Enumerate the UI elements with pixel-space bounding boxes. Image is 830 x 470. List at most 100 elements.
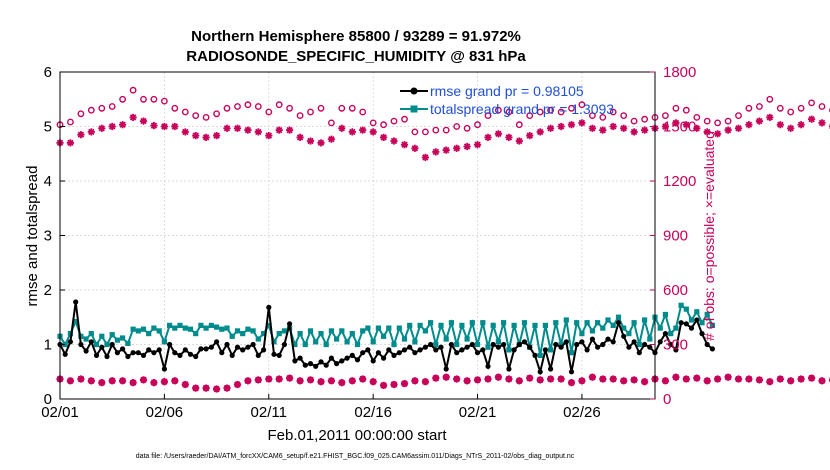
rmse-point (511, 347, 517, 353)
evaluated-obs-marker-stroke (129, 114, 137, 121)
evaluated-obs-marker (286, 126, 294, 134)
totalspread-point (521, 320, 528, 326)
rmse-point (167, 341, 173, 348)
evaluated-obs-marker-stroke (735, 125, 742, 132)
rmse-point (266, 304, 272, 310)
totalspread-point (448, 320, 454, 326)
evaluated-obs-marker-stroke (150, 122, 158, 129)
rmse-point (626, 344, 632, 350)
evaluated-obs-marker (233, 124, 242, 132)
totalspread-point (631, 320, 637, 326)
evaluated-obs-marker-stroke (317, 139, 325, 147)
evaluated-obs-low-marker (432, 374, 440, 382)
rmse-point (302, 362, 308, 368)
totalspread-point (276, 331, 282, 337)
evaluated-obs-marker-stroke (714, 130, 721, 138)
possible-obs-marker (317, 104, 325, 112)
series-layer (56, 86, 830, 393)
evaluated-obs-low-marker (380, 381, 388, 389)
rmse-point (193, 353, 199, 360)
evaluated-obs-marker (119, 121, 127, 129)
rmse-point (584, 347, 590, 353)
totalspread-point (114, 337, 120, 343)
totalspread-point (370, 339, 376, 345)
possible-obs-marker (286, 104, 293, 112)
possible-obs-marker (442, 126, 450, 134)
rmse-point (595, 344, 601, 350)
evaluated-obs-low-marker-stroke (693, 374, 700, 382)
evaluated-obs-marker (359, 126, 367, 134)
evaluated-obs-marker (338, 124, 346, 132)
x-axis-label: Feb.01,2011 00:00:00 start (267, 427, 447, 444)
rmse-point (99, 344, 105, 350)
evaluated-obs-low-marker (77, 375, 85, 383)
evaluated-obs-marker-stroke (568, 121, 575, 128)
evaluated-obs-low-marker (150, 379, 158, 387)
rmse-point (328, 355, 334, 361)
totalspread-point (140, 326, 147, 332)
evaluated-obs-marker (526, 132, 534, 140)
evaluated-obs-marker (797, 121, 805, 129)
evaluated-obs-low-marker-stroke (140, 376, 147, 384)
totalspread-point (683, 306, 689, 312)
evaluated-obs-low-marker (734, 375, 743, 383)
ticks: 02/01 02/06 02/11 02/16 02/21 02/26 0 1 2 3 4 5 6 0 30… (41, 64, 696, 421)
possible-obs-marker (703, 117, 711, 125)
evaluated-obs-marker (755, 117, 763, 125)
evaluated-obs-marker (348, 128, 356, 136)
evaluated-obs-marker (369, 128, 377, 136)
possible-obs-marker (515, 121, 523, 129)
evaluated-obs-marker-stroke (547, 125, 554, 132)
totalspread-point (187, 326, 194, 332)
evaluated-obs-low-marker-stroke (411, 377, 419, 385)
evaluated-obs-low-marker-stroke (724, 373, 732, 381)
evaluated-obs-marker-stroke (432, 148, 440, 156)
rmse-point (412, 350, 418, 356)
possible-obs-marker (682, 106, 690, 114)
rmse-point (151, 350, 157, 356)
possible-obs-marker (359, 108, 367, 116)
totalspread-point (135, 328, 141, 334)
x-tick-label: 02/16 (354, 404, 392, 421)
evaluated-obs-low-marker-stroke (275, 375, 283, 383)
totalspread-point (198, 322, 204, 328)
rmse-point (287, 321, 293, 327)
rmse-point (161, 366, 167, 372)
rmse-point (255, 352, 261, 358)
rmse-point (83, 348, 89, 354)
possible-obs-marker (67, 118, 74, 126)
evaluated-obs-low-marker-stroke (161, 378, 168, 385)
evaluated-obs-low-marker (411, 377, 419, 385)
possible-obs-marker (474, 121, 481, 129)
evaluated-obs-low-marker (348, 377, 356, 385)
totalspread-point (224, 325, 230, 331)
totalspread-point (568, 350, 575, 356)
rmse-point (657, 339, 663, 345)
totalspread-point (313, 339, 319, 345)
possible-obs-marker (494, 106, 502, 114)
totalspread-point (318, 331, 324, 337)
evaluated-obs-low-marker-stroke (526, 374, 533, 382)
evaluated-obs-low-marker (745, 375, 753, 383)
evaluated-obs-marker-stroke (349, 128, 356, 136)
evaluated-obs-low-marker-stroke (98, 379, 105, 386)
evaluated-obs-marker-stroke (693, 125, 700, 132)
rmse-point (464, 344, 470, 350)
rmse-point (114, 350, 120, 356)
evaluated-obs-marker (317, 139, 325, 147)
possible-obs-marker (766, 95, 774, 103)
evaluated-obs-low-marker (641, 378, 649, 386)
rmse-point (647, 344, 653, 350)
evaluated-obs-marker-stroke (703, 128, 711, 136)
rmse-point (177, 352, 183, 358)
evaluated-obs-marker-stroke (98, 125, 105, 132)
evaluated-obs-marker-stroke (338, 125, 346, 132)
totalspread-point (229, 333, 235, 339)
evaluated-obs-low-marker (630, 376, 638, 384)
rmse-point (673, 347, 679, 353)
evaluated-obs-low-marker-stroke (714, 375, 721, 383)
rmse-point (334, 361, 340, 367)
x-tick-label: 02/26 (563, 404, 601, 421)
evaluated-obs-low-marker-stroke (359, 375, 366, 383)
possible-obs-marker (98, 104, 106, 112)
